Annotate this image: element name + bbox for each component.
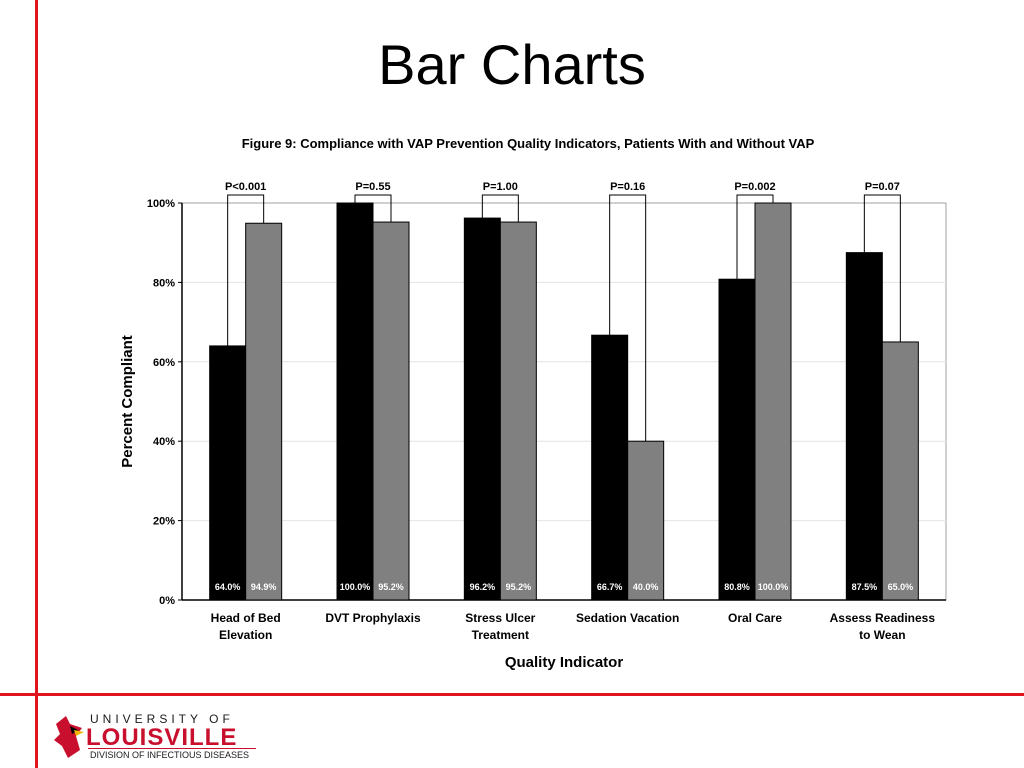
- x-category-label-line: Treatment: [472, 628, 529, 642]
- cardinal-bird-icon: [54, 716, 84, 758]
- pvalue-label: P=0.55: [355, 181, 390, 193]
- pvalue-bracket: [354, 194, 392, 223]
- x-category-label-line: Elevation: [219, 628, 272, 642]
- pvalue-bracket: [481, 194, 519, 223]
- chart-title: Figure 9: Compliance with VAP Prevention…: [242, 136, 815, 151]
- data-label-with-vap: 96.2%: [470, 582, 496, 592]
- data-label-with-vap: 66.7%: [597, 582, 623, 592]
- data-label-with-vap: 64.0%: [215, 582, 241, 592]
- pvalue-label: P<0.001: [225, 181, 266, 193]
- x-category-label-line: Assess Readiness: [830, 611, 936, 625]
- pvalue-label: P=0.07: [865, 181, 900, 193]
- x-category-label: Stress Ulcer Treatment: [465, 611, 535, 642]
- bar-with-vap: [718, 278, 756, 601]
- x-category-label-line: DVT Prophylaxis: [325, 611, 421, 625]
- y-tick-label: 80%: [153, 277, 175, 289]
- y-tick-label: 40%: [153, 436, 175, 448]
- bar-without-vap: [245, 222, 283, 601]
- data-label-with-vap: 100.0%: [340, 582, 371, 592]
- bar-without-vap: [499, 221, 537, 601]
- y-axis-label: Percent Compliant: [119, 335, 136, 468]
- y-tick-label: 60%: [153, 357, 175, 369]
- x-category-label-line: to Wean: [859, 628, 905, 642]
- logo-sub-text: DIVISION OF INFECTIOUS DISEASES: [90, 750, 250, 760]
- bar-with-vap: [591, 334, 629, 601]
- bar-with-vap: [845, 252, 883, 601]
- x-category-label: DVT Prophylaxis: [325, 611, 421, 625]
- x-category-label: Oral Care: [728, 611, 782, 625]
- x-category-label-line: Oral Care: [728, 611, 782, 625]
- x-category-label: Assess Readiness to Wean: [830, 611, 936, 642]
- pvalue-bracket: [609, 194, 647, 442]
- data-label-without-vap: 65.0%: [888, 582, 914, 592]
- bottom-accent-line: [0, 693, 1024, 696]
- x-category-label: Head of Bed Elevation: [211, 611, 281, 642]
- x-axis-label: Quality Indicator: [505, 654, 624, 671]
- bar-with-vap: [209, 345, 247, 601]
- data-label-with-vap: 80.8%: [724, 582, 750, 592]
- logo-divider: [88, 748, 256, 749]
- data-label-without-vap: 40.0%: [633, 582, 659, 592]
- bar-without-vap: [372, 221, 410, 601]
- pvalue-bracket: [863, 194, 901, 342]
- pvalue-bracket: [227, 194, 265, 346]
- left-accent-line: [35, 0, 38, 768]
- y-tick-label: 20%: [153, 516, 175, 528]
- logo-top-text: UNIVERSITY OF: [90, 712, 234, 726]
- x-category-label-line: Sedation Vacation: [576, 611, 679, 625]
- bar-without-vap: [881, 341, 919, 601]
- pvalue-bracket: [736, 194, 774, 280]
- data-label-without-vap: 95.2%: [378, 582, 404, 592]
- bar-without-vap: [754, 202, 792, 601]
- pvalue-label: P=0.16: [610, 181, 645, 193]
- university-logo: UNIVERSITY OF LOUISVILLE DIVISION OF INF…: [52, 710, 256, 762]
- pvalue-label: P=1.00: [483, 181, 518, 193]
- pvalue-label: P=0.002: [734, 181, 775, 193]
- plot-frame: [181, 202, 947, 601]
- y-tick-label: 100%: [147, 198, 175, 210]
- slide-title: Bar Charts: [378, 33, 646, 96]
- bar-with-vap: [463, 217, 501, 601]
- data-label-without-vap: 95.2%: [506, 582, 532, 592]
- x-category-label: Sedation Vacation: [576, 611, 679, 625]
- bar-with-vap: [336, 202, 374, 601]
- x-category-label-line: Stress Ulcer: [465, 611, 535, 625]
- data-label-without-vap: 94.9%: [251, 582, 277, 592]
- x-category-label-line: Head of Bed: [211, 611, 281, 625]
- data-label-with-vap: 87.5%: [852, 582, 878, 592]
- bar-without-vap: [627, 440, 665, 601]
- bar-chart: Figure 9: Compliance with VAP Prevention…: [119, 136, 947, 671]
- y-tick-label: 0%: [159, 595, 175, 607]
- logo-main-text: LOUISVILLE: [86, 724, 238, 751]
- data-label-without-vap: 100.0%: [758, 582, 789, 592]
